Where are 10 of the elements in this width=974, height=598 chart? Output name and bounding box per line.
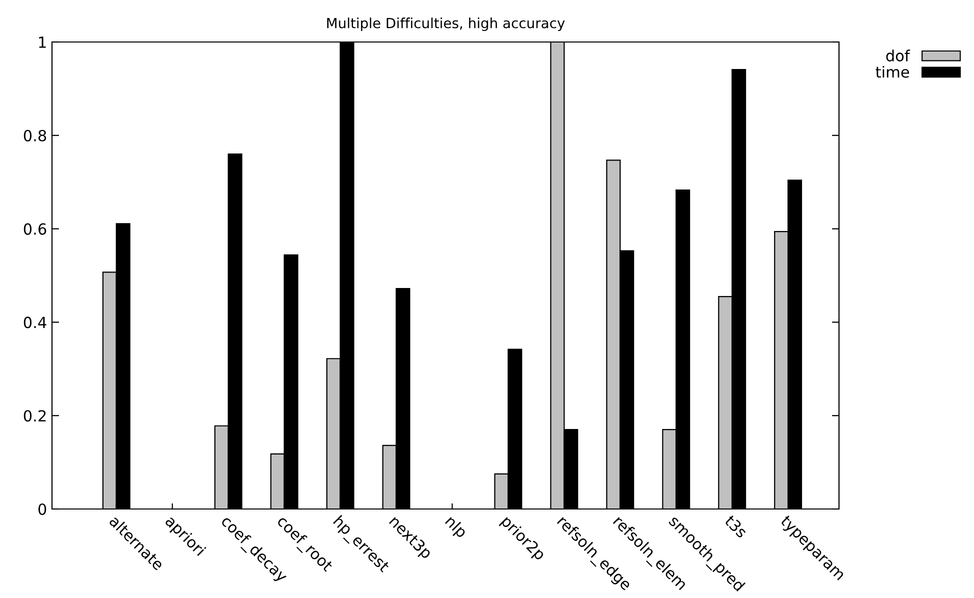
y-tick-label: 0 xyxy=(38,503,46,516)
chart-title: Multiple Difficulties, high accuracy xyxy=(327,18,565,31)
y-tick-label: 0.4 xyxy=(24,316,46,328)
y-tick-label: 0.2 xyxy=(24,410,46,422)
y-tick-label: 0.8 xyxy=(24,130,46,142)
y-tick-label: 0.6 xyxy=(24,223,46,235)
legend-label: dof xyxy=(886,50,910,62)
y-tick-label: 1 xyxy=(39,36,46,48)
legend-label: time xyxy=(876,66,910,78)
x-tick-label: nlp xyxy=(442,514,468,540)
